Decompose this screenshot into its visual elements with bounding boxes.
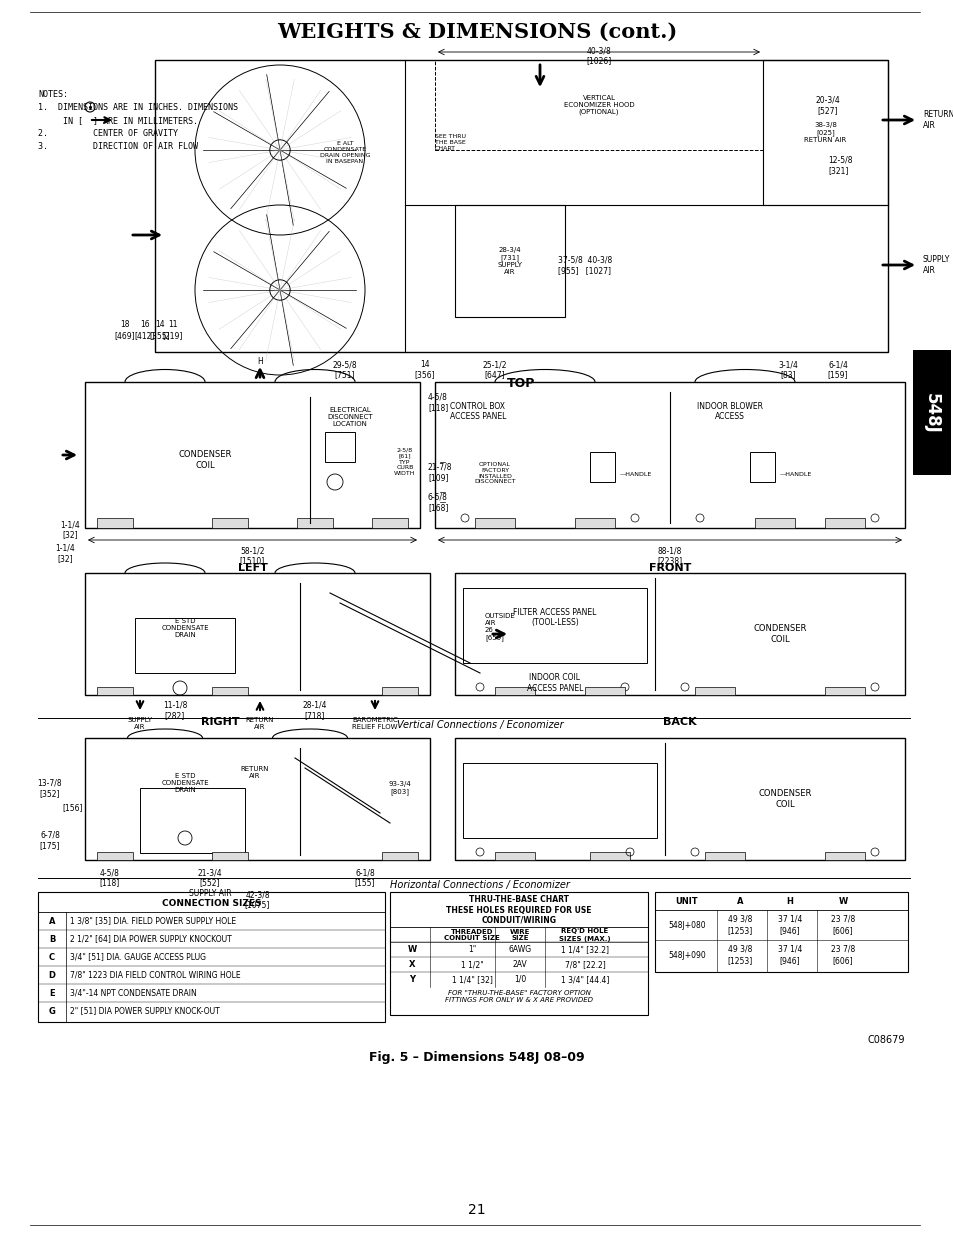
Bar [212, 687, 248, 695]
Text: SUPPLY
AIR: SUPPLY AIR [128, 718, 152, 730]
Text: 1 3/8" [35] DIA. FIELD POWER SUPPLY HOLE: 1 3/8" [35] DIA. FIELD POWER SUPPLY HOLE [70, 916, 236, 925]
Text: IN [  ] ARE IN MILLIMETERS.: IN [ ] ARE IN MILLIMETERS. [38, 116, 198, 125]
Bar [824, 687, 864, 695]
Text: B: B [49, 935, 55, 944]
Text: W: W [838, 898, 846, 906]
Text: Y: Y [409, 974, 415, 984]
Bar [325, 432, 355, 462]
Text: 37-5/8  40-3/8
[955]   [1027]: 37-5/8 40-3/8 [955] [1027] [558, 256, 612, 274]
Text: 12-5/8
[321]: 12-5/8 [321] [827, 156, 852, 174]
Bar [38, 892, 385, 1023]
Bar [824, 517, 864, 529]
Text: 11-1/8
[282]: 11-1/8 [282] [163, 700, 187, 720]
Text: 37 1/4
[946]: 37 1/4 [946] [777, 915, 801, 935]
Text: 21-7/8
[109]: 21-7/8 [109] [428, 462, 452, 482]
Text: RETURN
AIR: RETURN AIR [246, 718, 274, 730]
Text: 18
[469]: 18 [469] [114, 320, 135, 340]
Text: D: D [49, 971, 55, 979]
Text: 13-7/8
[352]: 13-7/8 [352] [38, 778, 62, 798]
Text: 2AV: 2AV [512, 960, 527, 969]
Text: 38-3/8
[025]
RETURN AIR: 38-3/8 [025] RETURN AIR [803, 122, 845, 143]
Text: 20-3/4
[527]: 20-3/4 [527] [815, 95, 840, 115]
Text: CONDENSER
COIL: CONDENSER COIL [753, 625, 806, 643]
Text: 1-1/4
[32]: 1-1/4 [32] [60, 520, 80, 540]
Text: 2.         CENTER OF GRAVITY: 2. CENTER OF GRAVITY [38, 128, 178, 138]
Text: 6AWG: 6AWG [508, 945, 531, 953]
Text: RETURN
AIR: RETURN AIR [240, 766, 269, 779]
Bar [749, 452, 774, 482]
Text: 7/8" [22.2]: 7/8" [22.2] [564, 960, 605, 969]
Text: WEIGHTS & DIMENSIONS (cont.): WEIGHTS & DIMENSIONS (cont.) [276, 22, 677, 42]
Text: 3-1/4
[83]: 3-1/4 [83] [778, 359, 797, 379]
Text: 14
[355]: 14 [355] [150, 320, 171, 340]
Bar [495, 852, 535, 860]
Text: RETURN
AIR: RETURN AIR [923, 110, 953, 130]
Text: 548J+080: 548J+080 [667, 920, 705, 930]
Text: 4-5/8
[118]: 4-5/8 [118] [428, 393, 448, 411]
Text: 21: 21 [468, 1203, 485, 1216]
Text: REQ'D HOLE
SIZES (MAX.): REQ'D HOLE SIZES (MAX.) [558, 929, 610, 941]
Bar [212, 517, 248, 529]
Text: FRONT: FRONT [648, 563, 691, 573]
Bar [85, 739, 430, 860]
Text: 88-1/8
[2238]: 88-1/8 [2238] [657, 546, 681, 566]
Text: 1.  DIMENSIONS ARE IN INCHES. DIMENSIONS: 1. DIMENSIONS ARE IN INCHES. DIMENSIONS [38, 103, 237, 112]
Bar [435, 382, 904, 529]
Text: CONNECTION SIZES: CONNECTION SIZES [162, 899, 261, 908]
Text: CONDENSER
COIL: CONDENSER COIL [758, 789, 811, 809]
Text: 14
[356]: 14 [356] [415, 359, 435, 379]
Text: CONTROL BOX
ACCESS PANEL: CONTROL BOX ACCESS PANEL [450, 403, 506, 421]
Text: 6-1/4
[159]: 6-1/4 [159] [827, 359, 847, 379]
Bar [704, 852, 744, 860]
Bar [97, 687, 132, 695]
Text: 6-7/8
[175]: 6-7/8 [175] [40, 830, 60, 850]
Text: 548J: 548J [923, 393, 940, 433]
Text: E STD
CONDENSATE
DRAIN: E STD CONDENSATE DRAIN [161, 773, 209, 793]
Text: 1 1/4" [32]: 1 1/4" [32] [451, 974, 492, 984]
Text: FILTER ACCESS PANEL
(TOOL-LESS): FILTER ACCESS PANEL (TOOL-LESS) [513, 608, 596, 627]
Text: —HANDLE: —HANDLE [619, 472, 652, 477]
Bar [154, 61, 887, 352]
Bar [97, 852, 132, 860]
Bar [495, 687, 535, 695]
Text: INDOOR COIL
ACCESS PANEL: INDOOR COIL ACCESS PANEL [526, 673, 582, 693]
Text: 6-5/8
[168]: 6-5/8 [168] [428, 493, 448, 511]
Text: 23 7/8
[606]: 23 7/8 [606] [830, 915, 854, 935]
Text: W: W [407, 945, 416, 953]
Text: G: G [49, 1007, 55, 1015]
Bar [97, 517, 132, 529]
Text: 548J+090: 548J+090 [667, 951, 705, 960]
Text: 21-3/4
[552]
SUPPLY AIR: 21-3/4 [552] SUPPLY AIR [189, 868, 231, 898]
Text: Fig. 5 – Dimensions 548J 08–09: Fig. 5 – Dimensions 548J 08–09 [369, 1051, 584, 1065]
Bar [455, 573, 904, 695]
Text: Vertical Connections / Economizer: Vertical Connections / Economizer [396, 720, 562, 730]
Text: 37 1/4
[946]: 37 1/4 [946] [777, 945, 801, 965]
Text: CONDENSER
COIL: CONDENSER COIL [178, 451, 232, 469]
Bar [754, 517, 794, 529]
Text: 3/4" [51] DIA. GAUGE ACCESS PLUG: 3/4" [51] DIA. GAUGE ACCESS PLUG [70, 952, 206, 962]
Text: 11
[219]: 11 [219] [163, 320, 183, 340]
Text: 23 7/8
[606]: 23 7/8 [606] [830, 945, 854, 965]
Text: 1": 1" [467, 945, 476, 953]
Bar [135, 618, 234, 673]
Text: BACK: BACK [662, 718, 696, 727]
Bar [575, 517, 615, 529]
Bar [85, 382, 419, 529]
Text: THRU-THE-BASE CHART
THESE HOLES REQUIRED FOR USE
CONDUIT/WIRING: THRU-THE-BASE CHART THESE HOLES REQUIRED… [446, 895, 591, 925]
Text: [156]: [156] [63, 804, 83, 813]
Text: 1-1/4
[32]: 1-1/4 [32] [55, 543, 74, 563]
Bar [140, 788, 245, 853]
Bar [435, 61, 762, 149]
Text: 29-5/8
[751]: 29-5/8 [751] [333, 359, 357, 379]
Bar [912, 350, 950, 475]
Text: 2 1/2" [64] DIA POWER SUPPLY KNOCKOUT: 2 1/2" [64] DIA POWER SUPPLY KNOCKOUT [70, 935, 232, 944]
Text: 58-1/2
[1510]: 58-1/2 [1510] [239, 546, 265, 566]
Text: 28-1/4
[718]: 28-1/4 [718] [302, 700, 327, 720]
Text: 7/8" 1223 DIA FIELD CONTROL WIRING HOLE: 7/8" 1223 DIA FIELD CONTROL WIRING HOLE [70, 971, 240, 979]
Text: INDOOR BLOWER
ACCESS: INDOOR BLOWER ACCESS [697, 403, 762, 421]
Text: 49 3/8
[1253]: 49 3/8 [1253] [726, 945, 752, 965]
Bar [589, 852, 629, 860]
Text: C08679: C08679 [866, 1035, 904, 1045]
Text: BAROMETRIC
RELIEF FLOW: BAROMETRIC RELIEF FLOW [352, 718, 397, 730]
Text: 1 1/2": 1 1/2" [460, 960, 483, 969]
